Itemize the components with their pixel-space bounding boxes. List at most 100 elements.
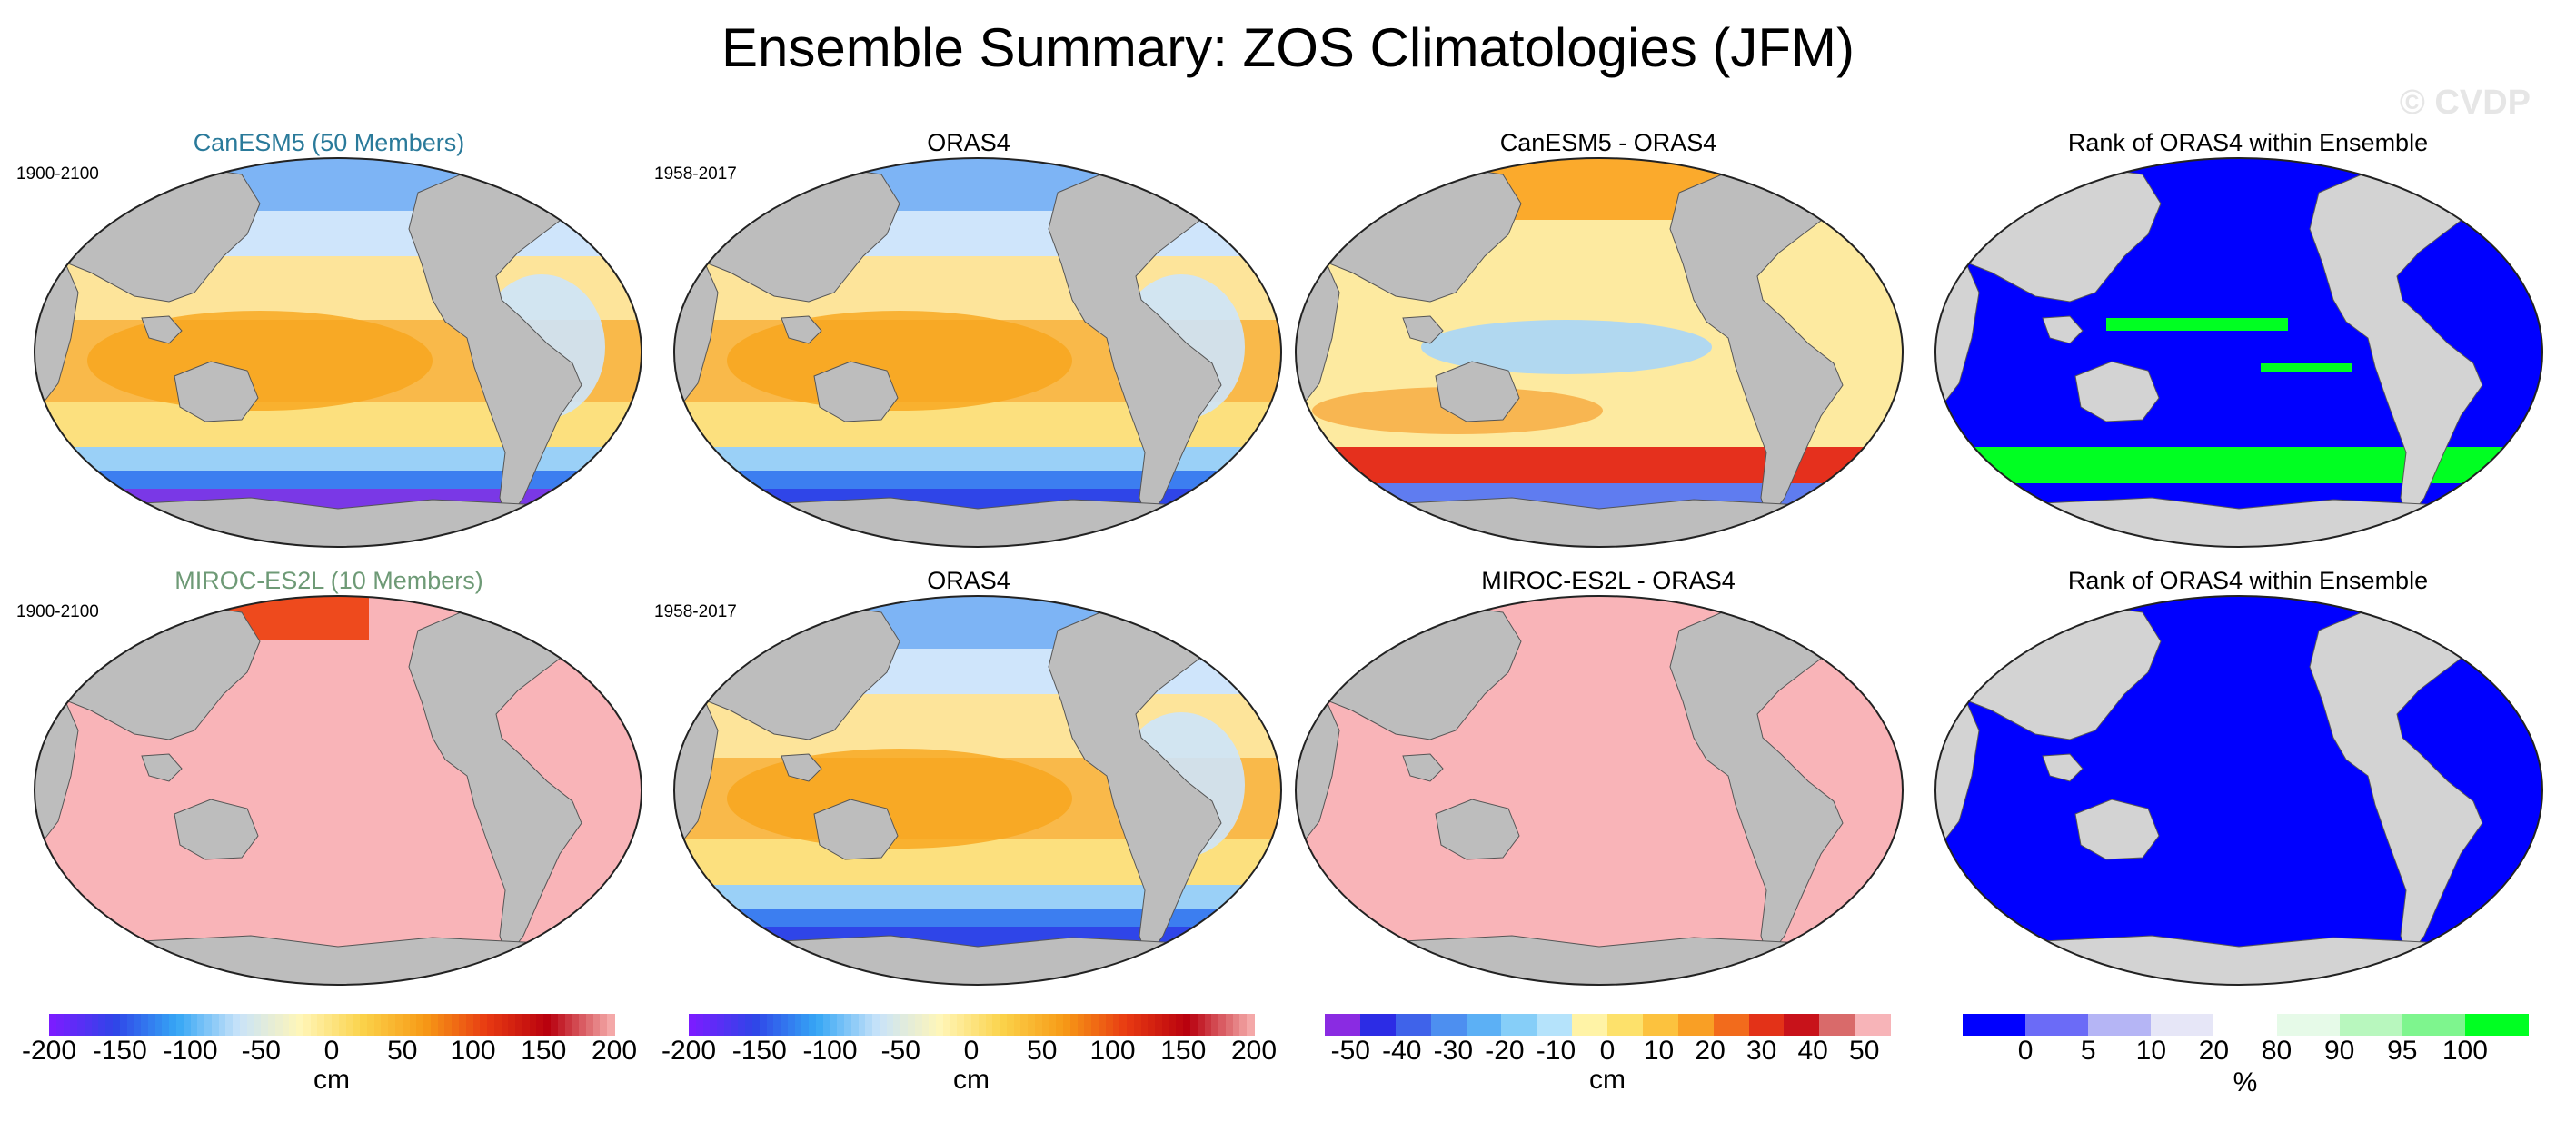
colorbar-tick-label: -100: [163, 1036, 218, 1066]
continent-maritime-asia: [781, 315, 822, 344]
colorbar-swatch: [332, 1014, 341, 1036]
colorbar-swatch: [964, 1014, 973, 1036]
colorbar-swatch: [809, 1014, 818, 1036]
colorbar-swatch: [1183, 1014, 1192, 1036]
colorbar-swatch: [246, 1014, 255, 1036]
colorbar-swatch: [225, 1014, 234, 1036]
colorbar-swatch: [91, 1014, 100, 1036]
colorbar-swatch: [522, 1014, 531, 1036]
colorbar-swatch: [472, 1014, 482, 1036]
continent-australia: [1435, 799, 1520, 860]
colorbar-swatch: [1190, 1014, 1199, 1036]
colorbar-swatch: [508, 1014, 517, 1036]
colorbar-swatch: [1105, 1014, 1114, 1036]
map-outline: [1295, 157, 1904, 548]
colorbar-swatch: [607, 1014, 616, 1036]
period-label: 1900-2100: [16, 164, 99, 184]
colorbar-swatch: [837, 1014, 846, 1036]
colorbar-swatch: [1395, 1014, 1432, 1036]
ocean-band-south-midlat: [674, 447, 1281, 471]
colorbar-tick-label: -150: [92, 1036, 147, 1066]
colorbar-tick-label: 200: [591, 1036, 638, 1066]
colorbar-swatch: [444, 1014, 453, 1036]
colorbar-tick-label: 0: [1599, 1036, 1616, 1066]
colorbar-swatch: [1501, 1014, 1538, 1036]
colorbar-swatch: [971, 1014, 980, 1036]
colorbar-swatch: [900, 1014, 910, 1036]
colorbar-swatch: [493, 1014, 502, 1036]
map-content: [1935, 596, 2542, 985]
colorbar-tick-label: 0: [2017, 1036, 2034, 1066]
colorbar-tick-label: 10: [1643, 1036, 1675, 1066]
ocean-warm-pool: [727, 749, 1072, 849]
colorbar-swatch: [458, 1014, 467, 1036]
ocean-band-south-midlat: [674, 885, 1281, 909]
colorbar-swatch: [1028, 1014, 1037, 1036]
colorbar-swatch: [2088, 1014, 2153, 1036]
ocean-band-southern-ocean: [674, 909, 1281, 927]
colorbar-swatch: [1748, 1014, 1785, 1036]
colorbar-swatch: [409, 1014, 418, 1036]
colorbar-swatch: [914, 1014, 923, 1036]
colorbar-swatch: [296, 1014, 305, 1036]
colorbar-tick-label: 0: [963, 1036, 980, 1066]
colorbar-swatch: [731, 1014, 740, 1036]
colorbar-swatch: [1572, 1014, 1609, 1036]
colorbar-tick-label: 20: [1695, 1036, 1726, 1066]
colorbar-swatch: [2464, 1014, 2530, 1036]
colorbar-tick-label: 150: [1160, 1036, 1207, 1066]
continent-greenland: [2442, 606, 2516, 644]
colorbar-swatch: [717, 1014, 726, 1036]
colorbar-swatch: [1119, 1014, 1129, 1036]
colorbar-tick-label: -150: [731, 1036, 787, 1066]
colorbar-swatch: [738, 1014, 747, 1036]
map-outline: [1934, 595, 2543, 986]
colorbar-swatch: [1091, 1014, 1100, 1036]
colorbar-swatch: [1049, 1014, 1058, 1036]
ocean-rank-green-south: [1935, 447, 2542, 483]
colorbar-tick-label: 90: [2323, 1036, 2355, 1066]
colorbar-swatch: [1239, 1014, 1248, 1036]
colorbar-swatch: [710, 1014, 719, 1036]
colorbar-tick-label: -10: [1536, 1036, 1576, 1066]
colorbar-swatch: [1607, 1014, 1645, 1036]
ocean-band-southern-ocean: [674, 471, 1281, 489]
colorbar-swatch: [274, 1014, 283, 1036]
panel-title-canesm5: CanESM5 (50 Members): [193, 129, 465, 156]
colorbar-swatch: [529, 1014, 538, 1036]
colorbar-tick-label: -50: [241, 1036, 281, 1066]
colorbar-swatch: [850, 1014, 860, 1036]
colorbar-units: %: [2233, 1067, 2258, 1097]
colorbar-swatch: [126, 1014, 135, 1036]
colorbar-tick-label: -40: [1382, 1036, 1422, 1066]
colorbar-swatch: [564, 1014, 573, 1036]
colorbar-swatch: [105, 1014, 114, 1036]
colorbar-tick-label: 80: [2261, 1036, 2293, 1066]
ocean-rank-green-pacific: [2106, 318, 2288, 331]
continent-maritime-asia: [141, 753, 183, 782]
colorbar-swatch: [1161, 1014, 1170, 1036]
colorbar-swatch: [929, 1014, 938, 1036]
colorbar-swatch: [233, 1014, 242, 1036]
ocean-diff-southern-ocean-high: [1296, 447, 1903, 483]
colorbar-swatch: [1127, 1014, 1136, 1036]
colorbar-swatch: [766, 1014, 775, 1036]
colorbar-swatch: [921, 1014, 930, 1036]
colorbar-swatch: [950, 1014, 959, 1036]
continent-greenland: [1802, 606, 1876, 644]
colorbar-swatch: [1211, 1014, 1220, 1036]
colorbar-swatch: [985, 1014, 994, 1036]
colorbar-units: cm: [313, 1065, 350, 1095]
colorbar-swatch: [1642, 1014, 1679, 1036]
colorbar-swatch: [134, 1014, 143, 1036]
colorbar-swatch: [487, 1014, 496, 1036]
colorbar-tick-label: 150: [521, 1036, 567, 1066]
colorbar-swatch: [381, 1014, 390, 1036]
colorbar-swatch: [366, 1014, 375, 1036]
colorbar-swatch: [886, 1014, 895, 1036]
colorbar-swatch: [324, 1014, 333, 1036]
colorbar-swatch: [844, 1014, 853, 1036]
map-oras4-climatology-bottom: [673, 595, 1282, 986]
panel-title-rank-top: Rank of ORAS4 within Ensemble: [2067, 129, 2429, 156]
colorbar-swatch: [261, 1014, 270, 1036]
